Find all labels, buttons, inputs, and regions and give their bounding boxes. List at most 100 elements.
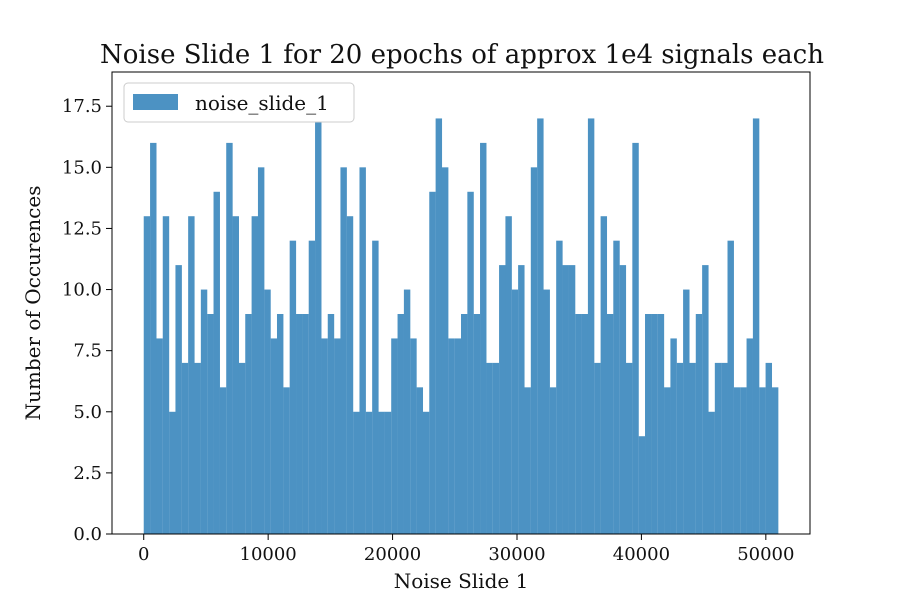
- x-tick-label: 30000: [488, 544, 545, 565]
- histogram-bar: [727, 240, 734, 535]
- histogram-bar: [289, 240, 297, 535]
- histogram-bar: [461, 314, 468, 534]
- x-tick-label: 40000: [613, 544, 670, 565]
- histogram-bar: [518, 265, 525, 534]
- x-axis-ticks: 0 10000 20000 30000 40000 50000: [138, 534, 794, 565]
- y-tick-label: 5.0: [73, 402, 102, 423]
- histogram-bar: [416, 387, 424, 534]
- x-tick-label: 20000: [364, 544, 421, 565]
- histogram-bar: [378, 411, 385, 534]
- histogram-bar: [181, 362, 189, 534]
- histogram-bar: [733, 387, 741, 534]
- histogram-bar: [150, 142, 157, 534]
- histogram-bar: [327, 314, 335, 534]
- histogram-bar: [473, 314, 481, 534]
- legend-swatch: [133, 94, 178, 110]
- y-tick-label: 2.5: [73, 463, 102, 484]
- histogram-bar: [264, 289, 271, 534]
- histogram-bar: [397, 314, 404, 534]
- histogram-bar: [486, 362, 493, 534]
- histogram-bar: [346, 216, 354, 534]
- histogram-bar: [156, 338, 163, 534]
- histogram-bar: [575, 314, 582, 534]
- histogram-bar: [200, 289, 208, 534]
- histogram-bar: [651, 314, 658, 534]
- histogram-bar: [391, 338, 398, 534]
- histogram-bar: [296, 314, 303, 534]
- histogram-bar: [169, 411, 176, 534]
- x-tick-label: 50000: [737, 544, 794, 565]
- histogram-bar: [365, 411, 373, 534]
- histogram-bar: [695, 314, 703, 534]
- histogram-bar: [403, 289, 411, 534]
- histogram-bar: [746, 338, 753, 534]
- y-tick-label: 12.5: [62, 218, 102, 239]
- histogram-bar: [359, 167, 366, 534]
- y-tick-label: 17.5: [62, 96, 102, 117]
- histogram-bar: [702, 265, 709, 534]
- histogram-bar: [143, 216, 151, 534]
- histogram-bar: [283, 387, 290, 534]
- histogram-bar: [670, 338, 677, 534]
- histogram-bar: [194, 362, 201, 534]
- histogram-bar: [645, 314, 652, 534]
- histogram-bar: [600, 216, 608, 534]
- histogram-bar: [441, 167, 449, 534]
- histogram-bar: [537, 118, 544, 534]
- histogram-bar: [270, 338, 278, 534]
- x-tick-label: 0: [138, 544, 149, 565]
- histogram-bar: [676, 362, 684, 534]
- chart-title: Noise Slide 1 for 20 epochs of approx 1e…: [100, 40, 824, 70]
- histogram-bar: [524, 387, 531, 534]
- histogram-bar: [480, 142, 487, 534]
- histogram-bar: [188, 216, 195, 534]
- histogram-bar: [530, 167, 538, 534]
- histogram-bar: [492, 362, 500, 534]
- histogram-bar: [759, 387, 766, 534]
- histogram-bar: [581, 314, 588, 534]
- y-tick-label: 0.0: [73, 524, 102, 545]
- histogram-bar: [752, 118, 760, 534]
- histogram-bar: [226, 142, 233, 534]
- bars-layer: [143, 94, 779, 535]
- histogram-bar: [740, 387, 747, 534]
- histogram-bar: [276, 314, 284, 534]
- histogram-bar: [505, 216, 512, 534]
- histogram-bar: [714, 362, 722, 534]
- histogram-bar: [708, 411, 715, 534]
- histogram-bar: [619, 265, 627, 534]
- histogram-bar: [213, 191, 220, 534]
- histogram-bar: [638, 436, 646, 534]
- histogram-bar: [162, 216, 170, 534]
- histogram-bar: [207, 314, 214, 534]
- histogram-bar: [245, 314, 252, 534]
- histogram-bar: [372, 240, 379, 535]
- histogram-bar: [302, 314, 309, 534]
- histogram-bar: [689, 362, 696, 534]
- histogram-bar: [683, 289, 690, 534]
- histogram-bar: [587, 118, 595, 534]
- x-tick-label: 10000: [240, 544, 297, 565]
- legend-box: [123, 82, 355, 123]
- histogram-bar: [232, 216, 239, 534]
- histogram-bar: [625, 362, 633, 534]
- histogram-bar: [315, 94, 322, 534]
- legend: noise_slide_1: [123, 82, 355, 123]
- histogram-bar: [594, 362, 601, 534]
- histogram-bar: [435, 118, 443, 534]
- histogram-bar: [568, 265, 576, 534]
- histogram-bar: [606, 314, 614, 534]
- histogram-bar: [556, 240, 563, 535]
- histogram-bar: [448, 338, 455, 534]
- y-axis-ticks: 0.0 2.5 5.0 7.5 10.0 12.5 15.0 17.5: [62, 96, 112, 545]
- histogram-bar: [467, 191, 474, 534]
- histogram-bar: [219, 387, 227, 534]
- histogram-bar: [632, 142, 639, 534]
- histogram-bar: [308, 240, 316, 535]
- y-tick-label: 10.0: [62, 280, 102, 301]
- histogram-bar: [454, 338, 462, 534]
- histogram-bar: [334, 338, 341, 534]
- histogram-bar: [410, 338, 417, 534]
- y-tick-label: 7.5: [73, 341, 102, 362]
